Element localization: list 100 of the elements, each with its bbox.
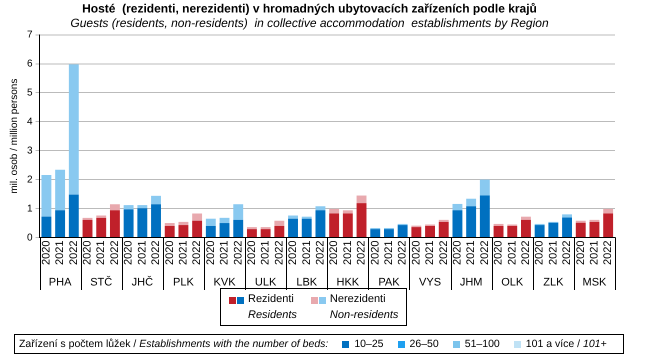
x-tick-label: 2021 [506, 240, 518, 266]
legend-title: Zařízení s počtem lůžek / Establishments with the number of beds: [19, 338, 328, 350]
bar [315, 210, 326, 238]
x-tick-label: 2022 [396, 240, 409, 266]
text: PAK [378, 276, 400, 289]
x-tick-label: 2020 [369, 240, 382, 266]
x-tick-label: 2022 [520, 240, 532, 266]
x-tick-label: 2021 [465, 240, 478, 266]
bar [274, 220, 284, 226]
bar [110, 210, 120, 238]
y-tick-label: 3 [27, 145, 33, 156]
bar [246, 229, 257, 238]
x-tick-label: 2022 [232, 240, 244, 266]
bar [480, 180, 490, 196]
text: KVK [214, 276, 236, 289]
legend-label: 51–100 [464, 338, 500, 350]
x-tick-label: 2020 [451, 240, 464, 266]
x-tick-label: 2022 [602, 240, 614, 266]
x-tick-label: 2021 [342, 240, 354, 266]
y-axis-title: mil. osob / million persons [8, 78, 20, 194]
bar [164, 223, 175, 226]
x-tick-label: 2022 [108, 240, 121, 266]
chart-title: Hosté (rezidenti, nerezidenti) v hromadných ubytovacích zařízeních podle krajů [82, 2, 537, 16]
bar [220, 223, 230, 238]
bar [302, 218, 312, 238]
x-tick-label: 2020 [410, 240, 422, 266]
text: HKK [336, 276, 360, 289]
text: ZLK [543, 276, 564, 289]
y-tick-label: 6 [27, 58, 33, 70]
x-tick-label: 2021 [54, 240, 66, 266]
x-tick-label: 2020 [287, 240, 300, 266]
bar [603, 208, 614, 214]
y-tick-label: 5 [27, 87, 33, 98]
bar [494, 226, 504, 238]
x-tick-label: 2020 [40, 240, 52, 266]
x-tick-label: 2020 [492, 240, 505, 266]
bar [233, 220, 244, 238]
bar [548, 222, 558, 238]
bar [68, 64, 79, 195]
x-tick-label: 2022 [68, 240, 80, 266]
bar [288, 218, 298, 238]
x-tick-label: 2021 [547, 240, 560, 266]
bar [178, 222, 188, 226]
x-tick-label: 2022 [438, 240, 450, 266]
bar [206, 218, 216, 226]
x-tick-label: 2020 [574, 240, 587, 266]
x-tick-label: 2021 [260, 240, 272, 266]
bar [576, 222, 586, 238]
bar [233, 204, 244, 220]
bar [274, 226, 284, 238]
text: PHA [48, 276, 72, 289]
bar [315, 206, 326, 210]
x-tick-label: 2020 [246, 240, 258, 266]
x-tick-label: 2020 [82, 240, 94, 266]
bar [124, 205, 134, 210]
bar [356, 196, 366, 204]
bar [164, 226, 175, 238]
bar [55, 210, 66, 238]
bar [562, 214, 572, 218]
legend-label: 101 a více / 101+ [526, 338, 607, 350]
x-tick-label: 2022 [561, 240, 574, 266]
bar [288, 216, 298, 219]
bar [603, 213, 614, 238]
x-tick-label: 2020 [122, 240, 135, 266]
text: JHM [460, 276, 482, 289]
bar [151, 196, 161, 204]
bar [192, 213, 202, 221]
y-tick-label: 1 [27, 203, 33, 214]
bar [329, 213, 340, 238]
bar [68, 194, 79, 238]
text: MSK [582, 276, 608, 289]
bar [329, 208, 340, 214]
y-tick-label: 7 [27, 30, 33, 41]
chart-subtitle: Guests (residents, non-residents) in collective accommodation establishments by Region [70, 16, 549, 30]
bar [206, 226, 216, 238]
text: VYS [419, 276, 442, 289]
x-tick-label: 2021 [382, 240, 395, 266]
bar [466, 198, 476, 206]
x-tick-label: 2020 [164, 240, 176, 266]
bar [425, 226, 435, 238]
bar [178, 225, 188, 238]
bar [466, 206, 476, 238]
bar [534, 225, 545, 238]
bar [260, 229, 271, 238]
bar [411, 227, 422, 238]
legend-label: Rezidenti Residents [248, 292, 297, 323]
bar [590, 222, 600, 238]
x-tick-label: 2022 [356, 240, 368, 266]
y-tick-label: 0 [27, 232, 33, 244]
x-tick-label: 2021 [95, 240, 108, 266]
bar [110, 204, 120, 210]
y-tick-label: 2 [27, 174, 33, 186]
bar [370, 229, 380, 238]
x-tick-label: 2022 [150, 240, 162, 266]
bar [562, 218, 572, 238]
bar [520, 220, 531, 238]
text: OLK [501, 276, 524, 289]
bar [384, 229, 394, 238]
x-tick-label: 2022 [273, 240, 286, 266]
y-tick-label: 4 [27, 116, 33, 128]
